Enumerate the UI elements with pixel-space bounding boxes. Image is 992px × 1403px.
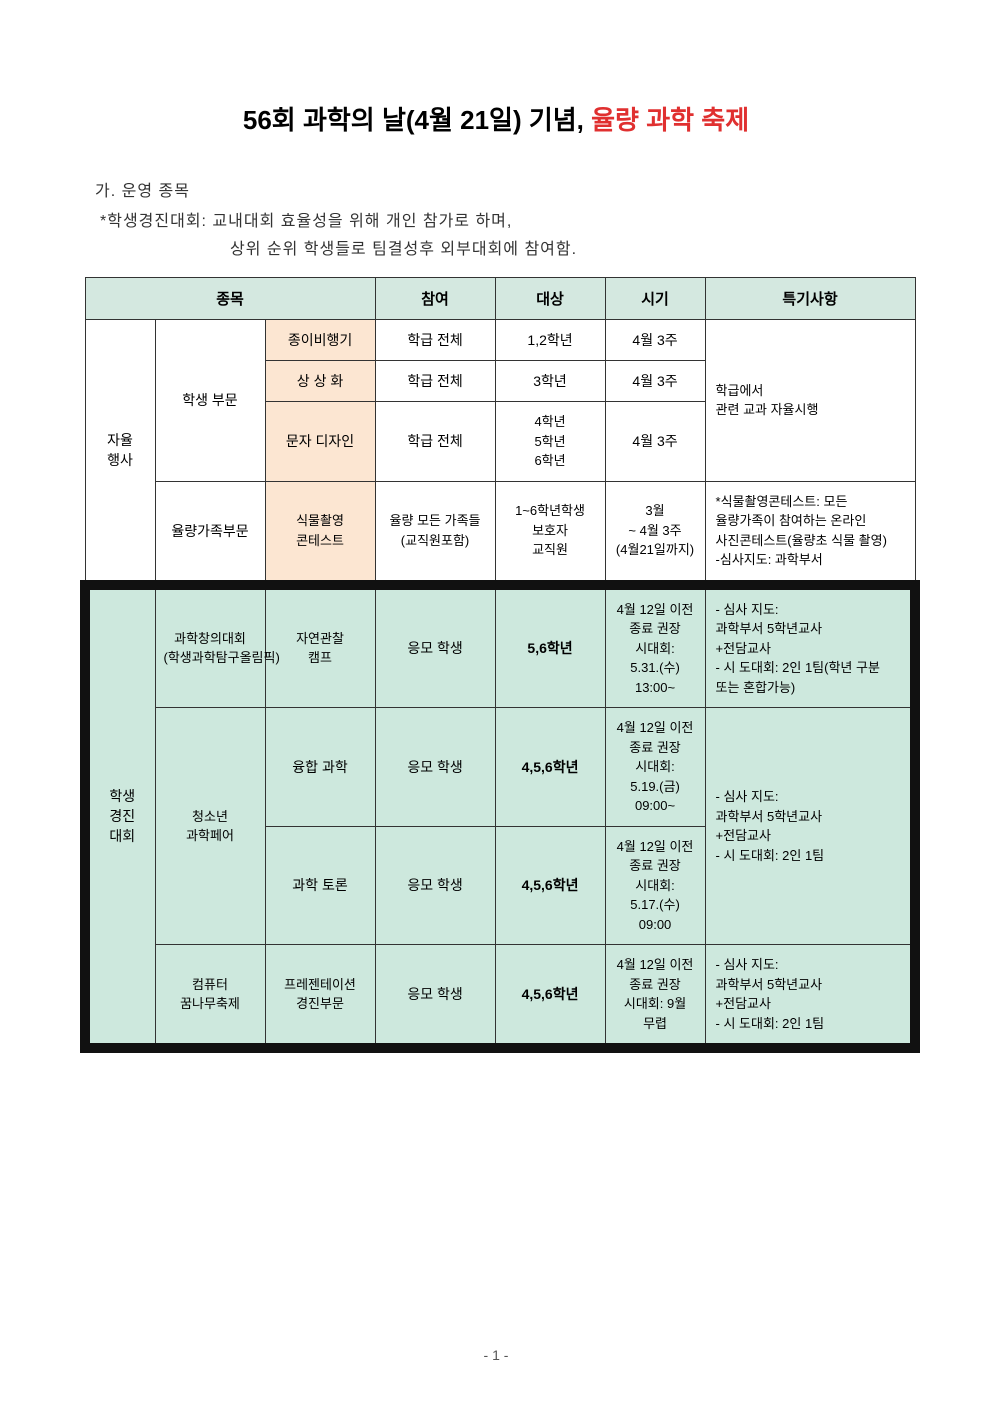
intro-line1: *학생경진대회: 교내대회 효율성을 위해 개인 참가로 하며, xyxy=(80,207,912,231)
auto-event-label: 자율 행사 xyxy=(85,320,155,585)
table-row: 컴퓨터 꿈나무축제 프레젠테이션 경진부문 응모 학생 4,5,6학년 4월 1… xyxy=(85,945,915,1049)
part-cell: 응모 학생 xyxy=(375,708,495,827)
time-cell: 4월 3주 xyxy=(605,320,705,361)
title-part2: 율량 과학 축제 xyxy=(591,105,749,135)
family-section: 율량가족부문 xyxy=(155,481,265,585)
c3-section: 컴퓨터 꿈나무축제 xyxy=(155,945,265,1049)
auto-note: 학급에서 관련 교과 자율시행 xyxy=(705,320,915,482)
part-cell: 응모 학생 xyxy=(375,826,495,945)
target-cell: 4,5,6학년 xyxy=(495,708,605,827)
title-part1: 56회 과학의 날(4월 21일) 기념, xyxy=(243,105,584,135)
c2-section: 청소년 과학페어 xyxy=(155,708,265,945)
table-row: 학생 경진 대회 과학창의대회 (학생과학탐구올림픽) 자연관찰 캠프 응모 학… xyxy=(85,585,915,708)
table-row: 자율 행사 학생 부문 종이비행기 학급 전체 1,2학년 4월 3주 학급에서… xyxy=(85,320,915,361)
target-cell: 4학년 5학년 6학년 xyxy=(495,402,605,482)
c2-note: - 심사 지도: 과학부서 5학년교사 +전담교사 - 시 도대회: 2인 1팀 xyxy=(705,708,915,945)
table-row: 율량가족부문 식물촬영 콘테스트 율량 모든 가족들(교직원포함) 1~6학년학… xyxy=(85,481,915,585)
competition-label: 학생 경진 대회 xyxy=(85,585,155,1049)
part-cell: 율량 모든 가족들(교직원포함) xyxy=(375,481,495,585)
time-cell: 4월 12일 이전 종료 권장 시대회: 9월 무렵 xyxy=(605,945,705,1049)
note-cell: *식물촬영콘테스트: 모든 율량가족이 참여하는 온라인 사진콘테스트(율량초 … xyxy=(705,481,915,585)
note-cell: - 심사 지도: 과학부서 5학년교사 +전담교사 - 시 도대회: 2인 1팀… xyxy=(705,585,915,708)
page-title: 56회 과학의 날(4월 21일) 기념, 율량 과학 축제 xyxy=(80,100,912,137)
table-row: 청소년 과학페어 융합 과학 응모 학생 4,5,6학년 4월 12일 이전 종… xyxy=(85,708,915,827)
part-cell: 학급 전체 xyxy=(375,402,495,482)
event-cell: 자연관찰 캠프 xyxy=(265,585,375,708)
event-cell: 종이비행기 xyxy=(265,320,375,361)
event-cell: 프레젠테이션 경진부문 xyxy=(265,945,375,1049)
target-cell: 5,6학년 xyxy=(495,585,605,708)
th-event: 종목 xyxy=(85,278,375,320)
target-cell: 1~6학년학생 보호자 교직원 xyxy=(495,481,605,585)
time-cell: 3월 ~ 4월 3주 (4월21일까지) xyxy=(605,481,705,585)
event-cell: 과학 토론 xyxy=(265,826,375,945)
part-cell: 응모 학생 xyxy=(375,585,495,708)
c1-section: 과학창의대회 (학생과학탐구올림픽) xyxy=(155,585,265,708)
time-cell: 4월 12일 이전 종료 권장 시대회: 5.31.(수) 13:00~ xyxy=(605,585,705,708)
th-target: 대상 xyxy=(495,278,605,320)
event-cell: 상 상 화 xyxy=(265,361,375,402)
time-cell: 4월 12일 이전 종료 권장 시대회: 5.19.(금) 09:00~ xyxy=(605,708,705,827)
schedule-table-wrap: 종목 참여 대상 시기 특기사항 자율 행사 학생 부문 종이비행기 학급 전체… xyxy=(80,277,912,1053)
intro-line2: 상위 순위 학생들로 팀결성후 외부대회에 참여함. xyxy=(80,235,912,259)
part-cell: 학급 전체 xyxy=(375,361,495,402)
event-cell: 융합 과학 xyxy=(265,708,375,827)
part-cell: 학급 전체 xyxy=(375,320,495,361)
page-number: - 1 - xyxy=(0,1347,992,1363)
student-section: 학생 부문 xyxy=(155,320,265,482)
target-cell: 4,5,6학년 xyxy=(495,945,605,1049)
target-cell: 4,5,6학년 xyxy=(495,826,605,945)
intro-head: 가. 운영 종목 xyxy=(80,177,912,201)
event-cell: 식물촬영 콘테스트 xyxy=(265,481,375,585)
time-cell: 4월 3주 xyxy=(605,361,705,402)
part-cell: 응모 학생 xyxy=(375,945,495,1049)
note-cell: - 심사 지도: 과학부서 5학년교사 +전담교사 - 시 도대회: 2인 1팀 xyxy=(705,945,915,1049)
target-cell: 1,2학년 xyxy=(495,320,605,361)
target-cell: 3학년 xyxy=(495,361,605,402)
time-cell: 4월 3주 xyxy=(605,402,705,482)
th-part: 참여 xyxy=(375,278,495,320)
schedule-table: 종목 참여 대상 시기 특기사항 자율 행사 학생 부문 종이비행기 학급 전체… xyxy=(80,277,920,1053)
th-note: 특기사항 xyxy=(705,278,915,320)
event-cell: 문자 디자인 xyxy=(265,402,375,482)
time-cell: 4월 12일 이전 종료 권장 시대회: 5.17.(수) 09:00 xyxy=(605,826,705,945)
th-time: 시기 xyxy=(605,278,705,320)
table-header-row: 종목 참여 대상 시기 특기사항 xyxy=(85,278,915,320)
